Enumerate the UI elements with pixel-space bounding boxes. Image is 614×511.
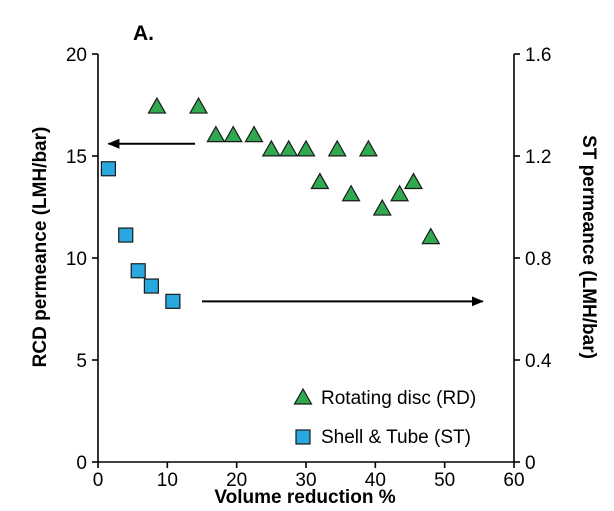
st-data-point bbox=[100, 161, 117, 177]
y-left-tick-label: 0 bbox=[76, 453, 87, 474]
x-axis-title: Volume reduction % bbox=[214, 487, 395, 508]
x-tick-label: 20 bbox=[226, 470, 247, 491]
x-tick-label: 10 bbox=[157, 470, 178, 491]
y-right-tick-label: 0 bbox=[525, 453, 536, 474]
st-data-point bbox=[118, 227, 134, 243]
x-tick-label: 40 bbox=[365, 470, 386, 491]
y-left-tick-label: 5 bbox=[76, 351, 87, 372]
st-data-point bbox=[130, 263, 146, 279]
rd-data-point bbox=[327, 139, 347, 157]
rd-data-point bbox=[358, 139, 378, 157]
x-tick-label: 0 bbox=[93, 470, 104, 491]
y-left-tick-label: 15 bbox=[66, 147, 87, 168]
data-marks bbox=[100, 96, 441, 309]
y-left-tick-label: 10 bbox=[66, 249, 87, 270]
st-data-point bbox=[165, 293, 181, 309]
rd-data-point bbox=[421, 227, 441, 245]
y-right-tick-label: 1.6 bbox=[525, 45, 551, 66]
y-right-tick-label: 0.8 bbox=[525, 249, 551, 270]
legend-st-label: Shell & Tube (ST) bbox=[321, 427, 471, 448]
rd-data-point bbox=[372, 198, 392, 216]
legend-square-shape bbox=[295, 429, 311, 445]
legend-st-marker-icon bbox=[295, 429, 311, 445]
rd-data-point bbox=[147, 96, 167, 114]
y-axis-right-title: ST permeance (LMH/bar) bbox=[578, 135, 599, 359]
legend-rd-marker-icon bbox=[293, 387, 313, 405]
rd-data-point bbox=[390, 184, 410, 202]
st-data-point bbox=[143, 278, 159, 294]
x-tick-label: 50 bbox=[434, 470, 455, 491]
legend-triangle-shape bbox=[293, 387, 313, 405]
rd-data-point bbox=[244, 125, 264, 143]
y-axis-left-title: RCD permeance (LMH/bar) bbox=[30, 127, 51, 368]
rd-data-point bbox=[189, 96, 209, 114]
rd-data-point bbox=[310, 172, 330, 190]
rd-data-point bbox=[206, 125, 226, 143]
annotations bbox=[107, 138, 484, 307]
rd-data-point bbox=[223, 125, 243, 143]
y-left-tick-label: 20 bbox=[66, 45, 87, 66]
rd-data-point bbox=[279, 139, 299, 157]
legend-rd-label: Rotating disc (RD) bbox=[321, 388, 476, 409]
rd-data-point bbox=[341, 184, 361, 202]
panel-label: A. bbox=[133, 22, 154, 45]
rd-data-point bbox=[403, 172, 423, 190]
y-right-tick-label: 0.4 bbox=[525, 351, 552, 372]
legend: Rotating disc (RD) Shell & Tube (ST) bbox=[293, 387, 476, 448]
x-tick-label: 60 bbox=[503, 470, 524, 491]
x-tick-label: 30 bbox=[295, 470, 316, 491]
rd-data-point bbox=[261, 139, 281, 157]
y-right-tick-label: 1.2 bbox=[525, 147, 551, 168]
rd-data-point bbox=[296, 139, 316, 157]
